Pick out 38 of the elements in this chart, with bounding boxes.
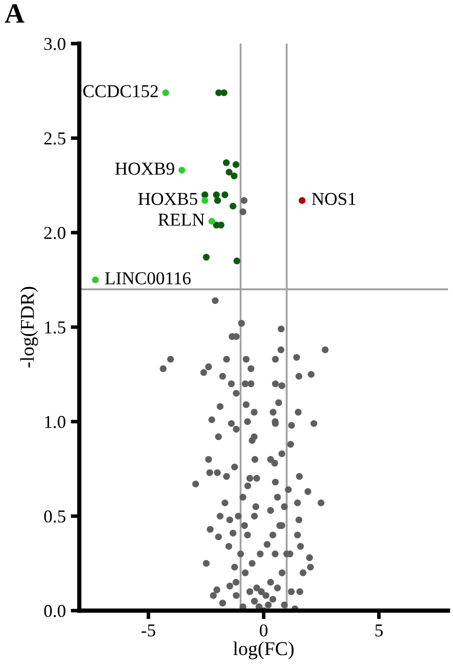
- point: [298, 197, 306, 204]
- x-tick-label: 5: [375, 624, 383, 637]
- x-tick-label: -5: [142, 624, 156, 637]
- point: [178, 166, 186, 174]
- annotation: RELN: [158, 214, 204, 226]
- y-tick-label: 2.0: [44, 226, 66, 240]
- point: [222, 159, 230, 166]
- point: [220, 89, 228, 96]
- y-axis-title: -log(FDR): [20, 286, 38, 368]
- point: [162, 89, 170, 96]
- annotation: NOS1: [312, 192, 356, 206]
- point: [201, 191, 208, 198]
- x-tick-label: 0: [260, 624, 268, 637]
- point: [230, 172, 238, 180]
- y-tick-label: 0.0: [44, 604, 66, 618]
- point: [92, 276, 99, 284]
- annotation: HOXB5: [138, 192, 198, 206]
- chart-title: A: [4, 4, 24, 23]
- point: [201, 197, 208, 204]
- y-tick-label: 0.5: [44, 510, 66, 523]
- point: [230, 202, 236, 210]
- y-tick-label: 1.0: [45, 416, 66, 428]
- annotation: HOXB9: [115, 162, 174, 175]
- y-tick-label: 2.5: [44, 132, 66, 145]
- point: [213, 191, 220, 198]
- point: [202, 254, 210, 261]
- annotation: LINC00116: [105, 272, 191, 284]
- y-tick-label: 3.0: [44, 38, 66, 50]
- annotation: CCDC152: [83, 85, 158, 98]
- y-tick-label: 1.5: [45, 321, 66, 334]
- point: [218, 222, 224, 228]
- point: [226, 168, 232, 176]
- point: [222, 191, 228, 198]
- x-axis-title: log(FC): [233, 642, 294, 660]
- point: [208, 218, 216, 225]
- point: [214, 197, 221, 204]
- point: [232, 161, 240, 168]
- point: [234, 258, 240, 264]
